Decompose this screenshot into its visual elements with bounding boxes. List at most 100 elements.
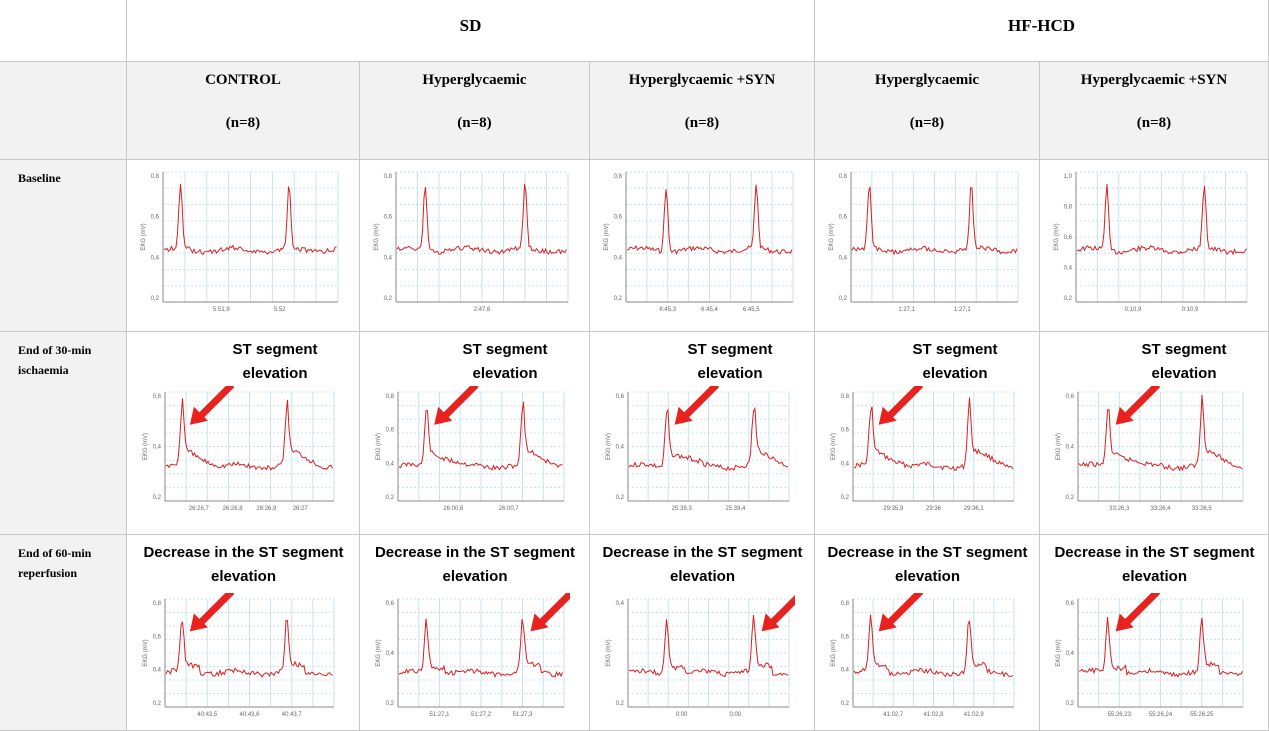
y-tick-label: 0,6 bbox=[614, 215, 623, 221]
y-tick-label: 0,8 bbox=[386, 394, 395, 400]
row-label: End of 60-min reperfusion bbox=[0, 535, 127, 731]
column-n: (n=8) bbox=[1040, 115, 1268, 132]
y-tick-label: 0,8 bbox=[841, 601, 850, 607]
x-tick-label: 40:43,6 bbox=[239, 712, 260, 718]
y-tick-label: 0,6 bbox=[386, 428, 395, 434]
row-label: End of 30-min ischaemia bbox=[0, 332, 127, 535]
y-tick-label: 0,4 bbox=[384, 255, 393, 261]
x-tick-label: 55:26,24 bbox=[1149, 712, 1173, 718]
x-tick-label: 25:39,4 bbox=[725, 506, 746, 512]
y-tick-label: 0,2 bbox=[153, 495, 162, 501]
y-axis-label: EKG (mV) bbox=[1054, 223, 1060, 250]
y-tick-label: 0,6 bbox=[841, 634, 850, 640]
x-tick-label: 0:10,9 bbox=[1182, 307, 1199, 313]
y-tick-label: 0,8 bbox=[384, 174, 393, 180]
x-tick-label: 41:02,9 bbox=[964, 712, 985, 718]
y-tick-label: 0,4 bbox=[153, 668, 162, 674]
y-tick-label: 0,2 bbox=[614, 296, 623, 302]
y-axis-label: EKG (mV) bbox=[829, 223, 835, 250]
column-name: CONTROL bbox=[127, 72, 359, 89]
y-tick-label: 0,2 bbox=[386, 495, 395, 501]
annotation: Decrease in the ST segment elevation bbox=[825, 541, 1030, 589]
y-axis-label: EKG (mV) bbox=[376, 639, 382, 666]
annotation: ST segment elevation bbox=[210, 338, 340, 386]
table-cell: 0,80,60,40,26:45,36:45,46:45,5EKG (mV) bbox=[590, 160, 815, 332]
y-tick-label: 0,2 bbox=[616, 701, 625, 707]
x-tick-label: 0:00 bbox=[729, 712, 741, 718]
y-axis-label: EKG (mV) bbox=[606, 433, 612, 460]
x-tick-label: 25:39,3 bbox=[672, 506, 693, 512]
column-name: Hyperglycaemic bbox=[360, 72, 589, 89]
y-tick-label: 0,4 bbox=[151, 255, 160, 261]
group-header: SD bbox=[127, 0, 815, 62]
y-tick-label: 0,6 bbox=[1064, 235, 1073, 241]
y-tick-label: 0,2 bbox=[1066, 701, 1075, 707]
y-tick-label: 0,6 bbox=[153, 634, 162, 640]
y-axis-label: EKG (mV) bbox=[831, 639, 837, 666]
table-cell: 0,80,60,40,22:47,6EKG (mV) bbox=[360, 160, 590, 332]
x-tick-label: 29:36 bbox=[926, 506, 942, 512]
column-header: Hyperglycaemic(n=8) bbox=[815, 62, 1040, 160]
table-cell: ST segment elevation0,60,40,225:39,325:3… bbox=[590, 332, 815, 535]
y-tick-label: 0,2 bbox=[1066, 495, 1075, 501]
column-header: CONTROL(n=8) bbox=[127, 62, 360, 160]
annotation: Decrease in the ST segment elevation bbox=[370, 541, 580, 589]
y-tick-label: 1,0 bbox=[1064, 174, 1073, 180]
plot-bg bbox=[135, 166, 344, 318]
annotation: ST segment elevation bbox=[890, 338, 1020, 386]
x-tick-label: 1:27,1 bbox=[954, 307, 971, 313]
y-axis-label: EKG (mV) bbox=[1056, 433, 1062, 460]
ecg-plot: 0,80,60,40,21:27,11:27,1EKG (mV) bbox=[823, 166, 1024, 318]
plot-bg bbox=[1048, 166, 1253, 318]
y-tick-label: 0,2 bbox=[1064, 296, 1073, 302]
y-tick-label: 0,2 bbox=[384, 296, 393, 302]
x-tick-label: 26:27 bbox=[293, 506, 309, 512]
y-tick-label: 0,6 bbox=[384, 215, 393, 221]
annotation: Decrease in the ST segment elevation bbox=[600, 541, 805, 589]
column-name: Hyperglycaemic +SYN bbox=[590, 72, 814, 89]
y-tick-label: 0,4 bbox=[616, 601, 625, 607]
ecg-plot: 0,80,60,40,22:47,6EKG (mV) bbox=[368, 166, 574, 318]
y-tick-label: 0,2 bbox=[841, 701, 850, 707]
x-tick-label: 51:27,3 bbox=[512, 712, 533, 718]
x-tick-label: 33:26,3 bbox=[1109, 506, 1130, 512]
x-tick-label: 29:35,9 bbox=[883, 506, 904, 512]
x-tick-label: 5:52 bbox=[274, 307, 286, 313]
x-tick-label: 41:02,8 bbox=[923, 712, 944, 718]
y-tick-label: 0,4 bbox=[616, 445, 625, 451]
column-header: Hyperglycaemic +SYN(n=8) bbox=[590, 62, 815, 160]
x-tick-label: 51:27,2 bbox=[471, 712, 492, 718]
x-tick-label: 40:43,5 bbox=[197, 712, 218, 718]
x-tick-label: 26:26,9 bbox=[256, 506, 277, 512]
corner-cell bbox=[0, 0, 127, 62]
x-tick-label: 33:26,5 bbox=[1192, 506, 1213, 512]
y-tick-label: 0,2 bbox=[839, 296, 848, 302]
y-axis-label: EKG (mV) bbox=[141, 223, 147, 250]
ecg-plot: 0,60,40,226:26,726:26,826:26,926:27EKG (… bbox=[137, 386, 340, 517]
y-tick-label: 0,2 bbox=[153, 701, 162, 707]
column-name: Hyperglycaemic bbox=[815, 72, 1039, 89]
y-tick-label: 0,6 bbox=[386, 601, 395, 607]
y-tick-label: 0,2 bbox=[616, 495, 625, 501]
x-tick-label: 1:27,1 bbox=[898, 307, 915, 313]
ecg-plot: 0,60,40,255:26,2355:26,2455:26,25EKG (mV… bbox=[1050, 593, 1249, 723]
y-tick-label: 0,8 bbox=[839, 174, 848, 180]
column-n: (n=8) bbox=[360, 115, 589, 132]
y-tick-label: 0,6 bbox=[841, 428, 850, 434]
x-tick-label: 55:26,25 bbox=[1190, 712, 1214, 718]
plot-bg bbox=[368, 166, 574, 318]
y-tick-label: 0,8 bbox=[614, 174, 623, 180]
corner-cell bbox=[0, 62, 127, 160]
x-tick-label: 0:00 bbox=[676, 712, 688, 718]
annotation: Decrease in the ST segment elevation bbox=[137, 541, 350, 589]
column-header: Hyperglycaemic +SYN(n=8) bbox=[1040, 62, 1269, 160]
